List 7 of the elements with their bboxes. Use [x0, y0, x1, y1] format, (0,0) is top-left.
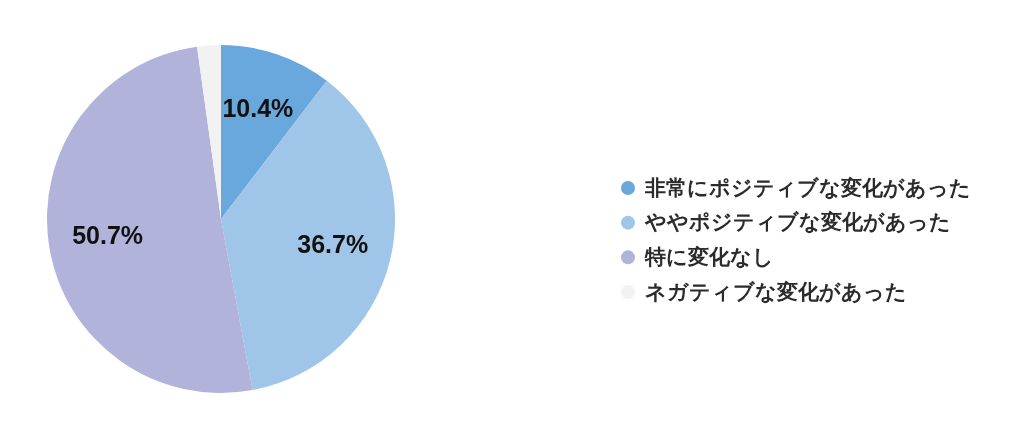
legend-label: ややポジティブな変化があった — [644, 210, 951, 235]
data-label: 50.7% — [72, 221, 144, 250]
data-label: 36.7% — [297, 229, 369, 258]
legend-label: 非常にポジティブな変化があった — [644, 175, 971, 200]
legend-label: ネガティブな変化があった — [645, 279, 907, 304]
legend-label: 特に変化なし — [644, 245, 774, 270]
data-label: 10.4% — [222, 94, 294, 123]
